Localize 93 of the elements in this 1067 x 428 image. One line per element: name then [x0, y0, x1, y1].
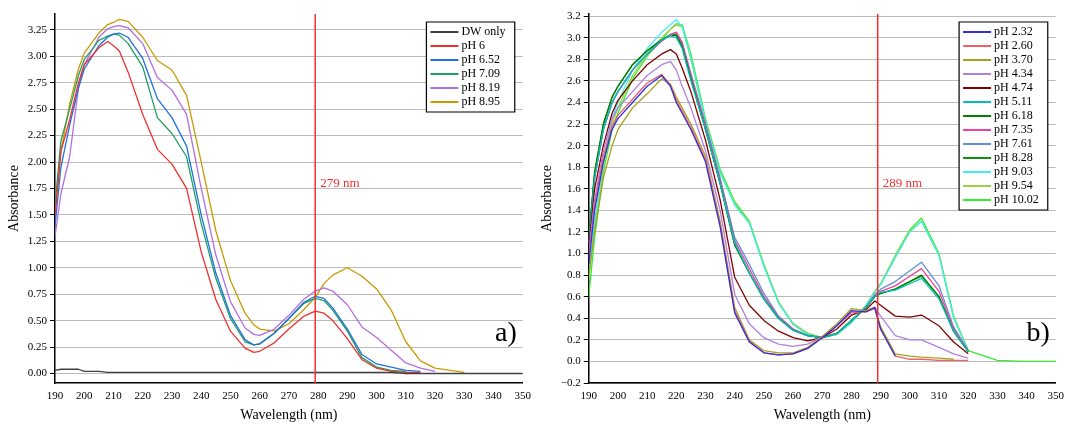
legend-label: DW only — [461, 24, 506, 39]
y-tick-label: 3.2 — [567, 9, 581, 22]
legend-label: pH 7.61 — [994, 136, 1033, 151]
x-axis-title: Wavelength (nm) — [240, 407, 338, 424]
x-tick-label: 340 — [1018, 389, 1036, 402]
y-tick-label: 3.0 — [567, 30, 582, 43]
x-tick-label: 240 — [726, 389, 744, 402]
legend-label: pH 10.02 — [994, 192, 1039, 207]
x-tick-label: 280 — [843, 389, 861, 402]
y-tick-label: 0.25 — [27, 339, 48, 352]
y-tick-label: 2.75 — [27, 75, 48, 88]
y-tick-label: 0.8 — [567, 268, 582, 280]
y-tick-label: 0.0 — [567, 354, 582, 367]
x-axis-title: Wavelength (nm) — [773, 407, 872, 424]
x-tick-label: 320 — [426, 389, 444, 402]
x-tick-label: 310 — [397, 389, 415, 402]
legend-label: pH 9.54 — [994, 178, 1033, 193]
x-tick-label: 210 — [105, 389, 123, 402]
y-tick-label: 1.25 — [27, 234, 48, 247]
x-tick-label: 220 — [134, 389, 152, 402]
y-tick-label: 1.4 — [567, 203, 582, 216]
x-tick-label: 200 — [609, 389, 627, 402]
y-tick-label: 0.75 — [27, 287, 48, 300]
x-tick-label: 350 — [514, 389, 532, 402]
x-tick-label: 270 — [814, 389, 831, 402]
legend-label: pH 3.70 — [994, 52, 1033, 67]
x-tick-label: 290 — [872, 389, 890, 402]
y-tick-label: 2.00 — [27, 154, 48, 167]
y-tick-label: 1.8 — [567, 160, 582, 173]
y-tick-label: 1.0 — [567, 246, 582, 259]
legend-label: pH 7.09 — [461, 66, 501, 81]
legend-label: pH 8.28 — [994, 150, 1033, 165]
x-tick-label: 230 — [163, 389, 181, 402]
y-tick-label: 0.6 — [567, 289, 582, 302]
x-tick-label: 300 — [368, 389, 386, 402]
legend-label: pH 9.03 — [994, 164, 1033, 179]
y-tick-label: 3.00 — [27, 49, 48, 62]
legend-label: pH 8.19 — [461, 80, 501, 95]
legend-label: pH 2.60 — [994, 38, 1033, 53]
y-tick-label: 2.6 — [567, 73, 582, 86]
y-tick-label: 1.75 — [27, 181, 48, 194]
x-tick-label: 220 — [668, 389, 686, 402]
x-tick-label: 260 — [251, 389, 269, 402]
x-tick-label: 260 — [784, 389, 802, 402]
x-tick-label: 280 — [309, 389, 327, 402]
y-tick-label: 1.00 — [27, 260, 48, 273]
x-tick-label: 310 — [930, 389, 948, 402]
legend-label: pH 2.32 — [994, 24, 1033, 39]
x-tick-label: 250 — [755, 389, 773, 402]
x-tick-label: 300 — [901, 389, 919, 402]
legend-label: pH 4.74 — [994, 80, 1033, 95]
x-tick-label: 320 — [959, 389, 977, 402]
annotation: b) — [1026, 316, 1050, 347]
y-tick-label: 0.2 — [567, 332, 581, 345]
y-tick-label: 0.4 — [567, 311, 582, 324]
y-tick-label: 2.2 — [567, 116, 581, 129]
y-tick-label: 2.50 — [27, 102, 48, 115]
annotation: a) — [494, 316, 517, 347]
y-axis-title: Absorbance — [539, 165, 555, 232]
legend-label: pH 4.34 — [994, 66, 1033, 81]
x-tick-label: 350 — [1047, 389, 1065, 402]
legend-label: pH 6.18 — [994, 108, 1033, 123]
x-tick-label: 230 — [697, 389, 715, 402]
x-tick-label: 330 — [456, 389, 474, 402]
x-tick-label: 190 — [580, 389, 598, 402]
y-tick-label: 2.4 — [567, 95, 582, 108]
x-tick-label: 190 — [46, 389, 64, 402]
x-tick-label: 240 — [192, 389, 210, 402]
x-tick-label: 340 — [485, 389, 503, 402]
legend-label: pH 6 — [461, 38, 486, 53]
y-tick-label: −0.2 — [560, 375, 581, 388]
y-tick-label: 0.50 — [27, 313, 48, 326]
y-tick-label: 2.8 — [567, 52, 582, 65]
ref-line-label: 289 nm — [882, 175, 923, 191]
y-tick-label: 0.00 — [27, 366, 48, 379]
y-tick-label: 1.2 — [567, 224, 581, 237]
y-tick-label: 1.6 — [567, 181, 582, 194]
legend-label: pH 8.95 — [461, 94, 501, 109]
legend-label: pH 5.11 — [994, 94, 1033, 109]
y-tick-label: 1.50 — [27, 207, 48, 220]
y-tick-label: 3.25 — [27, 22, 48, 35]
legend-label: pH 7.35 — [994, 122, 1033, 137]
x-tick-label: 290 — [339, 389, 357, 402]
x-tick-label: 210 — [638, 389, 656, 402]
x-tick-label: 250 — [222, 389, 240, 402]
x-tick-label: 330 — [989, 389, 1007, 402]
y-tick-label: 2.0 — [567, 138, 582, 151]
y-axis-title: Absorbance — [6, 165, 22, 232]
x-tick-label: 270 — [280, 389, 298, 402]
ref-line-label: 279 nm — [320, 175, 360, 191]
x-tick-label: 200 — [76, 389, 94, 402]
legend-label: pH 6.52 — [461, 52, 501, 67]
y-tick-label: 2.25 — [27, 128, 48, 141]
